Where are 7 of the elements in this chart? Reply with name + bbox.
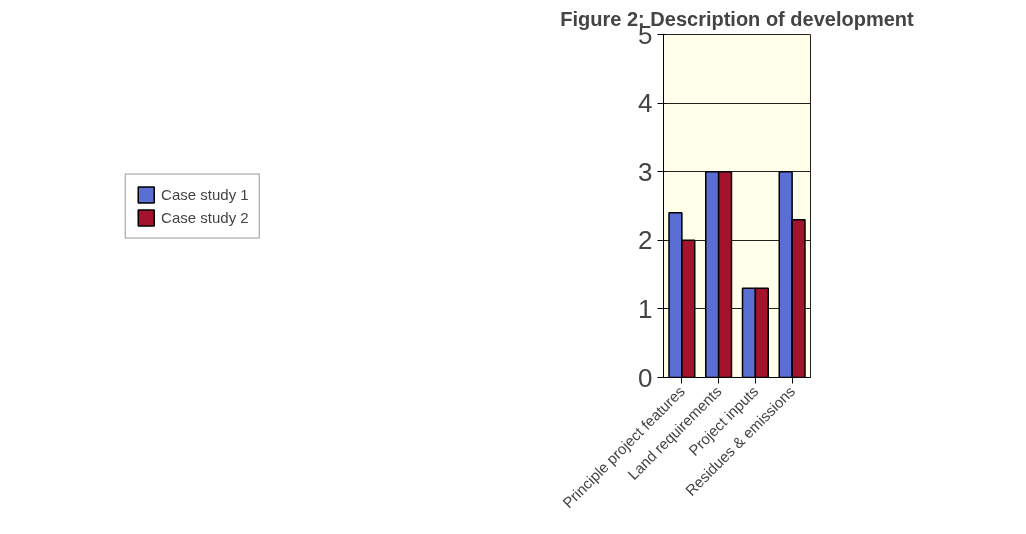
y-tick-label: 1	[638, 293, 653, 324]
legend-label: Case study 1	[161, 185, 249, 203]
y-tick-label: 0	[638, 362, 653, 393]
y-tick-label: 4	[638, 88, 653, 119]
y-tick-label: 3	[638, 156, 653, 187]
legend-label: Case study 2	[161, 208, 249, 226]
y-tick-label: 2	[638, 225, 653, 256]
